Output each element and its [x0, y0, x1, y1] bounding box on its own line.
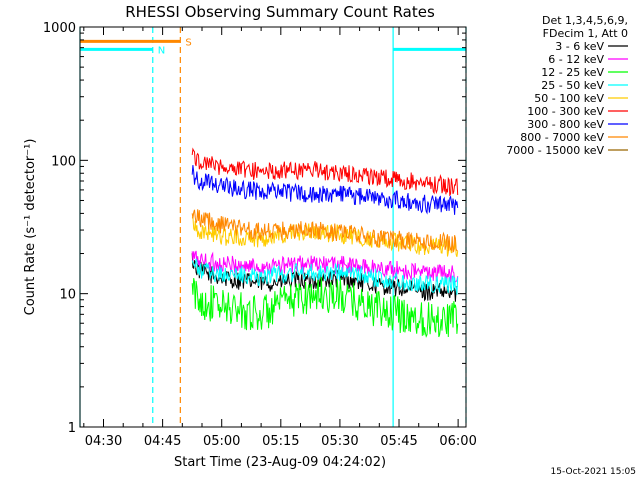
legend-label: 7000 - 15000 keV — [506, 144, 604, 157]
series-line — [191, 165, 459, 215]
legend-label: 300 - 800 keV — [527, 118, 604, 131]
y-tick-label: 10 — [59, 288, 76, 303]
x-tick-label: 05:15 — [262, 434, 299, 449]
x-tick-label: 06:00 — [439, 434, 476, 449]
y-tick-label: 100 — [51, 154, 76, 169]
legend-label: 50 - 100 keV — [534, 92, 604, 105]
legend-header: Det 1,3,4,5,6,9, — [542, 14, 628, 27]
legend-label: 25 - 50 keV — [541, 79, 604, 92]
plot-frame — [79, 26, 467, 428]
flag-label: S — [185, 37, 191, 48]
plot-area: NS — [79, 27, 467, 427]
x-tick-label: 04:45 — [144, 434, 181, 449]
x-tick-label: 05:45 — [380, 434, 417, 449]
x-tick-label: 04:30 — [85, 434, 122, 449]
series-line — [191, 209, 458, 254]
y-tick-label: 1000 — [43, 21, 76, 36]
legend-label: 6 - 12 keV — [548, 53, 604, 66]
series-line — [191, 276, 459, 338]
x-axis-label: Start Time (23-Aug-09 04:24:02) — [174, 455, 386, 470]
x-tick-label: 05:00 — [203, 434, 240, 449]
y-axis-label: Count Rate (s⁻¹ detector⁻¹) — [23, 139, 38, 316]
legend-label: 12 - 25 keV — [541, 66, 604, 79]
series-line — [191, 147, 459, 197]
series-line — [191, 258, 459, 295]
chart-title: RHESSI Observing Summary Count Rates — [125, 3, 435, 21]
footer-date: 15-Oct-2021 15:05 — [551, 467, 636, 477]
legend: Det 1,3,4,5,6,9,FDecim 1, Att 03 - 6 keV… — [506, 14, 628, 157]
y-tick-label: 1 — [68, 421, 76, 436]
legend-label: 800 - 7000 keV — [520, 131, 604, 144]
legend-label: 100 - 300 keV — [527, 105, 604, 118]
x-tick-label: 05:30 — [321, 434, 358, 449]
axes: 1 10 100 1000 04:30 04:45 05:00 05:15 05:30 05:45… — [43, 21, 477, 449]
flag-label: N — [158, 45, 165, 56]
series-line — [191, 215, 459, 257]
legend-header: FDecim 1, Att 0 — [543, 27, 628, 40]
legend-label: 3 - 6 keV — [555, 40, 604, 53]
